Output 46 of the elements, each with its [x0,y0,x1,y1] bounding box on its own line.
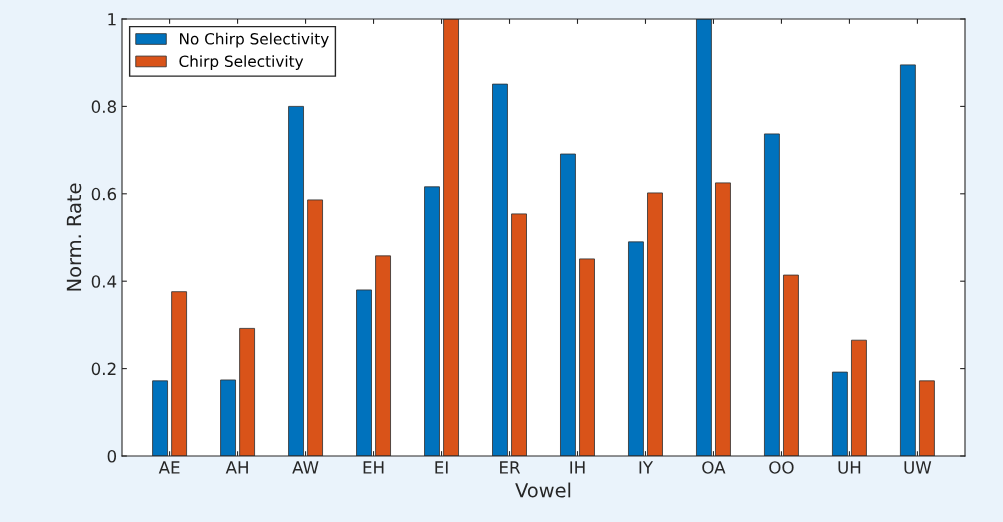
bar [851,339,867,456]
bar [307,199,323,456]
bar [579,258,595,456]
y-tick-label: 0.6 [91,187,117,201]
x-tick-label: IH [570,461,585,474]
legend-label: No Chirp Selectivity [180,32,329,48]
bar [171,291,187,456]
x-tick-label: AE [158,461,180,474]
x-tick-label: OO [769,461,794,474]
y-tick-label: 0.8 [91,100,116,113]
y-tick-label: 0.2 [91,362,116,376]
x-tick-label: EH [363,461,384,474]
x-tick-label: AW [292,461,319,474]
bar [715,182,731,456]
y-axis-title: Norm. Rate [66,183,82,291]
x-tick-label: UH [838,461,861,474]
x-tick-label: EI [435,461,448,474]
bar [919,380,935,456]
bar [647,192,663,456]
bar [375,255,391,456]
x-tick-label: ER [500,461,521,474]
x-tick-label: AH [225,461,248,474]
bar [628,241,644,456]
y-tick-label: 1 [108,13,116,26]
x-tick-label: IY [639,461,654,474]
bar [560,153,576,456]
bar [492,83,508,456]
bar [356,289,372,456]
bar [764,133,780,456]
bar [832,371,848,456]
bar [220,379,236,456]
x-tick-label: UW [904,461,932,474]
bar [152,380,168,456]
y-tick-label: 0.4 [91,275,117,288]
bar [900,64,916,456]
bar [696,19,712,456]
bar [288,105,304,456]
y-tick-label: 0 [107,449,117,463]
bar [443,19,459,456]
legend-label: Chirp Selectivity [179,55,304,70]
bar [239,327,255,456]
bar [424,186,440,456]
x-tick-label: OA [702,461,726,474]
x-axis-title: Vowel [515,482,571,498]
bar [783,274,799,456]
bar [511,213,527,456]
